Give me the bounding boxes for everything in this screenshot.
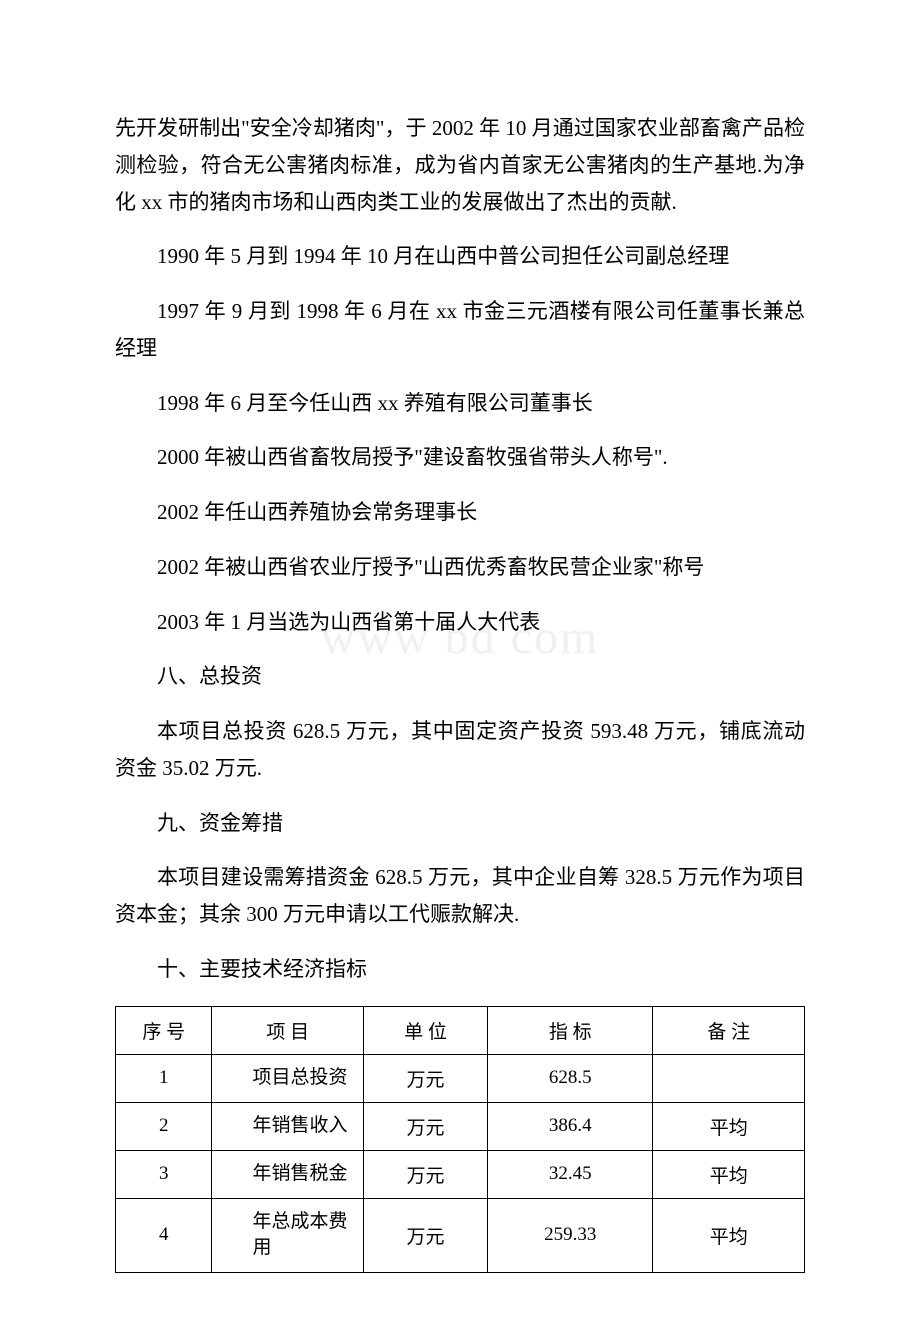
cell-seq: 2 (116, 1102, 212, 1150)
section-heading-8: 八、总投资 (115, 658, 805, 695)
cell-note: 平均 (653, 1198, 805, 1272)
section-heading-9: 九、资金筹措 (115, 805, 805, 842)
cell-note: 平均 (653, 1150, 805, 1198)
cell-seq: 3 (116, 1150, 212, 1198)
paragraph-investment: 本项目总投资 628.5 万元，其中固定资产投资 593.48 万元，铺底流动资… (115, 713, 805, 787)
cell-seq: 4 (116, 1198, 212, 1272)
header-unit: 单 位 (364, 1006, 488, 1054)
header-val: 指 标 (488, 1006, 653, 1054)
section-heading-10: 十、主要技术经济指标 (115, 951, 805, 988)
table-row: 4 年总成本费用 万元 259.33 平均 (116, 1198, 805, 1272)
paragraph-career-4: 2000 年被山西省畜牧局授予"建设畜牧强省带头人称号". (115, 439, 805, 476)
table-header-row: 序 号 项 目 单 位 指 标 备 注 (116, 1006, 805, 1054)
cell-item: 年销售税金 (212, 1150, 364, 1198)
paragraph-career-6: 2002 年被山西省农业厅授予"山西优秀畜牧民营企业家"称号 (115, 549, 805, 586)
cell-note: 平均 (653, 1102, 805, 1150)
table-row: 1 项目总投资 万元 628.5 (116, 1054, 805, 1102)
paragraph-career-7: 2003 年 1 月当选为山西省第十届人大代表 (115, 604, 805, 641)
cell-note (653, 1054, 805, 1102)
cell-val: 259.33 (488, 1198, 653, 1272)
economic-indicators-table: 序 号 项 目 单 位 指 标 备 注 1 项目总投资 万元 628.5 2 年… (115, 1006, 805, 1273)
header-note: 备 注 (653, 1006, 805, 1054)
cell-unit: 万元 (364, 1054, 488, 1102)
paragraph-intro: 先开发研制出"安全冷却猪肉"，于 2002 年 10 月通过国家农业部畜禽产品检… (115, 110, 805, 220)
document-content: 先开发研制出"安全冷却猪肉"，于 2002 年 10 月通过国家农业部畜禽产品检… (115, 110, 805, 1273)
cell-val: 32.45 (488, 1150, 653, 1198)
table-row: 2 年销售收入 万元 386.4 平均 (116, 1102, 805, 1150)
cell-item: 项目总投资 (212, 1054, 364, 1102)
cell-unit: 万元 (364, 1150, 488, 1198)
cell-val: 628.5 (488, 1054, 653, 1102)
header-item: 项 目 (212, 1006, 364, 1054)
paragraph-career-1: 1990 年 5 月到 1994 年 10 月在山西中普公司担任公司副总经理 (115, 238, 805, 275)
cell-item: 年销售收入 (212, 1102, 364, 1150)
cell-val: 386.4 (488, 1102, 653, 1150)
paragraph-career-3: 1998 年 6 月至今任山西 xx 养殖有限公司董事长 (115, 385, 805, 422)
cell-item: 年总成本费用 (212, 1198, 364, 1272)
table-row: 3 年销售税金 万元 32.45 平均 (116, 1150, 805, 1198)
paragraph-funding: 本项目建设需筹措资金 628.5 万元，其中企业自筹 328.5 万元作为项目资… (115, 859, 805, 933)
paragraph-career-2: 1997 年 9 月到 1998 年 6 月在 xx 市金三元酒楼有限公司任董事… (115, 293, 805, 367)
cell-unit: 万元 (364, 1102, 488, 1150)
header-seq: 序 号 (116, 1006, 212, 1054)
cell-seq: 1 (116, 1054, 212, 1102)
paragraph-career-5: 2002 年任山西养殖协会常务理事长 (115, 494, 805, 531)
cell-unit: 万元 (364, 1198, 488, 1272)
